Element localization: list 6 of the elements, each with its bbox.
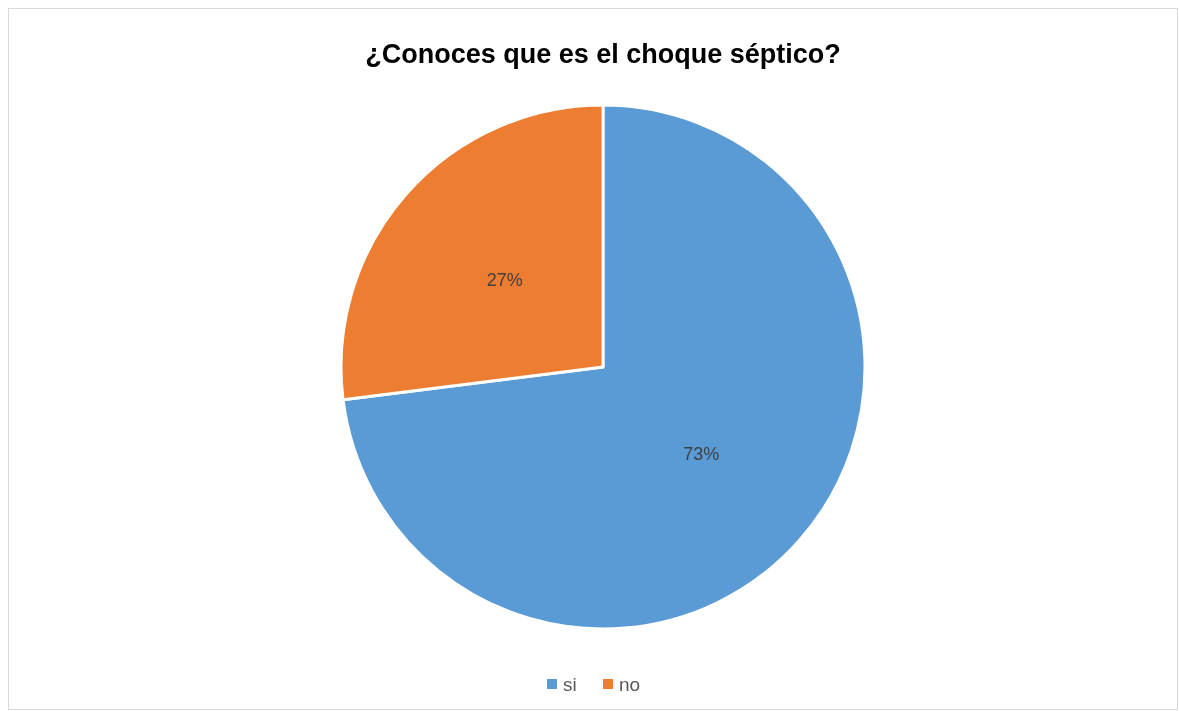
pie-slice (341, 103, 867, 631)
data-label: 73% (683, 443, 720, 464)
legend-label: si (563, 673, 577, 695)
chart-title: ¿Conoces que es el choque séptico? (365, 39, 841, 69)
legend-label: no (619, 673, 641, 695)
data-label: 27% (486, 270, 523, 291)
